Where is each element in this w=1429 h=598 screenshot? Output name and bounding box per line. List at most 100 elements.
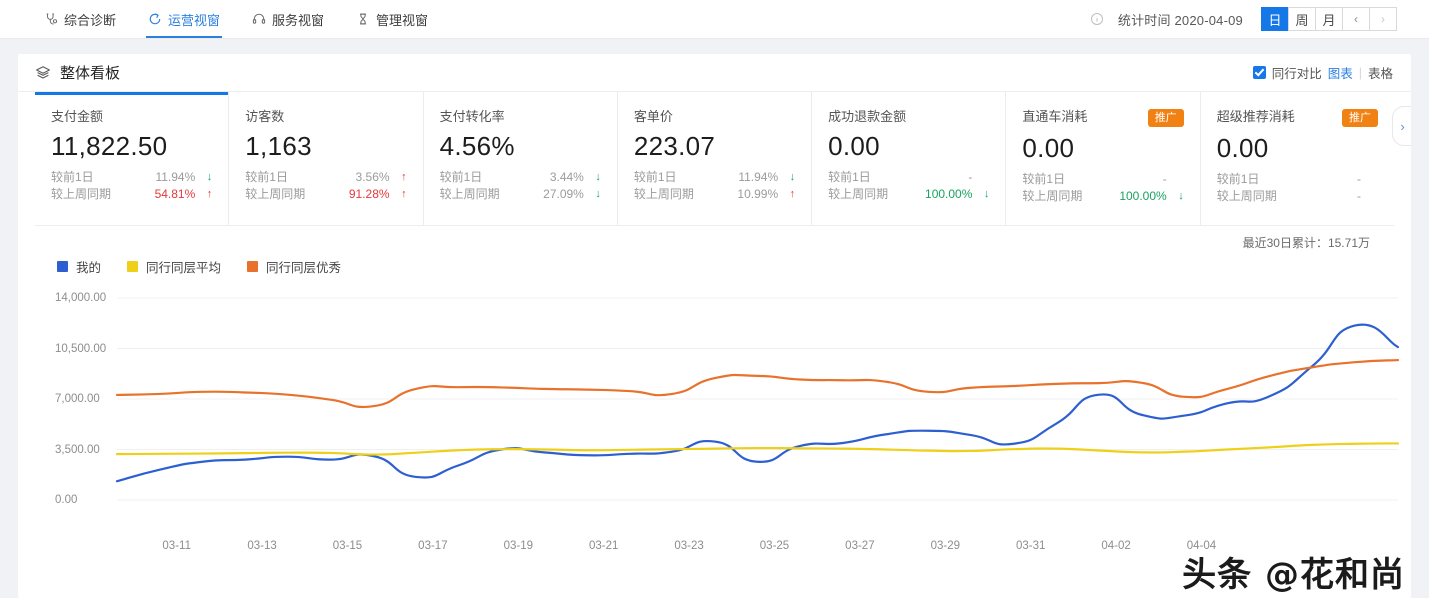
metric-comparison-rows: 较前1日 3.56% ↑ 较上周同期 91.28% ↑ — [245, 169, 406, 203]
view-toggle-table[interactable]: 表格 — [1367, 67, 1393, 81]
metric-comparison-row: 较前1日 - — [828, 169, 989, 186]
comparison-percent: 100.00% — [1119, 189, 1167, 203]
metric-comparison-row: 较前1日 11.94% ↓ — [51, 169, 212, 186]
arrow-down-icon: ↓ — [789, 171, 796, 183]
nav-tab-management-window[interactable]: 管理视窗 — [354, 0, 430, 38]
metric-card-header: 直通车消耗 推广 — [1022, 109, 1184, 127]
view-toggle-separator: | — [1358, 65, 1362, 80]
x-axis-tick-label: 03-17 — [418, 540, 448, 552]
comparison-percent: - — [1356, 189, 1361, 203]
arrow-down-icon: ↓ — [206, 171, 213, 183]
metric-card[interactable]: 直通车消耗 推广 0.00 较前1日 - 较上周同期 100.00% ↓ — [1006, 92, 1201, 225]
metrics-next-button[interactable]: › — [1392, 106, 1411, 146]
chart-section: 最近30日累计：15.71万 我的 同行同层平均 同行同层优秀 0.00 3,500.… — [18, 226, 1411, 558]
page-title: 整体看板 — [35, 62, 120, 83]
arrow-up-icon: ↑ — [789, 188, 796, 200]
metric-card[interactable]: 超级推荐消耗 推广 0.00 较前1日 - 较上周同期 - — [1201, 92, 1394, 225]
comparison-percent: 3.44% — [549, 170, 584, 184]
x-axis-tick-label: 03-25 — [759, 540, 790, 552]
metric-comparison-rows: 较前1日 - 较上周同期 100.00% ↓ — [1022, 171, 1183, 205]
metric-comparison-row: 较前1日 11.94% ↓ — [634, 169, 795, 186]
legend-item[interactable]: 同行同层平均 — [127, 257, 221, 276]
panel-header: 整体看板 同行对比 图表 | 表格 — [18, 54, 1411, 92]
comparison-percent: - — [1162, 172, 1167, 186]
nav-tab-label: 运营视窗 — [168, 12, 221, 28]
x-axis-tick-label: 03-11 — [162, 540, 191, 552]
y-axis-tick-label: 14,000.00 — [55, 292, 107, 304]
nav-tab-label: 管理视窗 — [376, 12, 429, 28]
metric-name: 直通车消耗 — [1022, 109, 1088, 124]
cumulative-label: 最近30日累计：15.71万 — [1242, 236, 1370, 250]
info-circle-icon[interactable] — [1090, 12, 1104, 26]
arrow-up-icon: ↑ — [401, 188, 407, 200]
arrow-up-icon: ↑ — [401, 171, 407, 183]
comparison-label: 较上周同期 — [439, 187, 500, 201]
nav-tab-label: 服务视窗 — [272, 12, 325, 28]
range-button-day[interactable]: 日 — [1261, 7, 1289, 31]
metric-comparison-row: 较前1日 3.56% ↑ — [245, 169, 406, 186]
nav-tab-list: 综合诊断 运营视窗 服务视窗 — [42, 0, 430, 38]
y-axis-tick-label: 7,000.00 — [55, 393, 100, 405]
x-axis-tick-label: 03-23 — [674, 540, 704, 552]
metric-card-header: 客单价 — [634, 109, 795, 125]
nav-tab-label: 综合诊断 — [64, 12, 117, 28]
metric-card[interactable]: 支付金额 11,822.50 较前1日 11.94% ↓ 较上周同期 54.81% ↑ — [35, 92, 230, 225]
comparison-label: 较上周同期 — [828, 187, 889, 201]
metric-comparison-rows: 较前1日 11.94% ↓ 较上周同期 10.99% ↑ — [634, 169, 795, 203]
legend-item[interactable]: 同行同层优秀 — [247, 257, 341, 276]
view-toggle-chart[interactable]: 图表 — [1327, 67, 1353, 81]
comparison-percent: 91.28% — [348, 187, 390, 201]
metric-comparison-rows: 较前1日 - 较上周同期 100.00% ↓ — [828, 169, 989, 203]
metric-comparison-rows: 较前1日 11.94% ↓ 较上周同期 54.81% ↑ — [51, 169, 212, 203]
date-next-button[interactable]: › — [1369, 7, 1397, 31]
metric-card[interactable]: 成功退款金额 0.00 较前1日 - 较上周同期 100.00% ↓ — [812, 92, 1007, 225]
legend-swatch-icon — [57, 261, 68, 272]
y-axis-tick-label: 3,500.00 — [55, 443, 100, 456]
nav-tab-service-window[interactable]: 服务视窗 — [250, 0, 326, 38]
peer-compare-label: 同行对比 — [1271, 67, 1322, 81]
nav-tab-comprehensive-diagnosis[interactable]: 综合诊断 — [42, 0, 118, 38]
y-axis-tick-label: 10,500.00 — [55, 342, 107, 355]
legend-item[interactable]: 我的 — [57, 257, 101, 276]
metric-value: 11,822.50 — [51, 131, 168, 161]
operations-icon — [148, 12, 162, 26]
metric-comparison-row: 较前1日 - — [1217, 171, 1378, 188]
legend-swatch-icon — [127, 261, 139, 272]
date-prev-button[interactable]: ‹ — [1342, 7, 1370, 31]
metric-name: 支付转化率 — [439, 109, 505, 124]
metric-card[interactable]: 客单价 223.07 较前1日 11.94% ↓ 较上周同期 10.99% ↑ — [618, 92, 813, 225]
metric-name: 访客数 — [245, 109, 285, 124]
metric-name: 超级推荐消耗 — [1216, 109, 1295, 124]
metric-card[interactable]: 访客数 1,163 较前1日 3.56% ↑ 较上周同期 91.28% ↑ — [229, 92, 424, 225]
panel-header-controls: 同行对比 图表 | 表格 — [1252, 63, 1393, 82]
x-axis-tick-label: 03-27 — [845, 540, 875, 552]
comparison-label: 较前1日 — [245, 170, 288, 184]
nav-right-controls: 统计时间 2020-04-09 日 周 月 ‹ › — [1090, 7, 1397, 31]
metric-comparison-row: 较前1日 - — [1022, 171, 1183, 188]
comparison-label: 较上周同期 — [1216, 189, 1277, 203]
range-button-week[interactable]: 周 — [1288, 7, 1316, 31]
chart-legend: 我的 同行同层平均 同行同层优秀 — [35, 251, 1394, 276]
comparison-percent: - — [968, 170, 973, 184]
metric-comparison-row: 较上周同期 100.00% ↓ — [828, 186, 989, 203]
comparison-percent: 10.99% — [737, 187, 779, 201]
comparison-label: 较前1日 — [633, 170, 677, 184]
range-button-month[interactable]: 月 — [1315, 7, 1343, 31]
arrow-down-icon: ↓ — [983, 188, 990, 200]
top-navigation-bar: 综合诊断 运营视窗 服务视窗 — [0, 0, 1429, 39]
metric-card-strip: 支付金额 11,822.50 较前1日 11.94% ↓ 较上周同期 54.81% ↑ 访客数 1… — [35, 92, 1394, 226]
comparison-label: 较前1日 — [439, 170, 483, 184]
x-axis-tick-label: 03-15 — [332, 540, 363, 552]
comparison-percent: 11.94% — [738, 170, 779, 184]
chart-x-axis: 03-11 03-13 03-15 03-17 03-19 03-21 03-23 03-25… — [35, 536, 1394, 558]
metric-card-header: 超级推荐消耗 推广 — [1217, 109, 1378, 127]
metric-name: 成功退款金额 — [828, 109, 907, 124]
metric-card[interactable]: 支付转化率 4.56% 较前1日 3.44% ↓ 较上周同期 27.09% ↓ — [424, 92, 618, 225]
nav-tab-operations-window[interactable]: 运营视窗 — [146, 0, 223, 38]
comparison-label: 较上周同期 — [1022, 189, 1083, 203]
peer-compare-checkbox[interactable] — [1252, 66, 1266, 79]
comparison-label: 较前1日 — [1022, 172, 1066, 186]
date-range-segmented-control: 日 周 月 ‹ › — [1261, 7, 1397, 31]
metric-value: 4.56% — [439, 131, 515, 161]
chart-plot-area: 0.00 3,500.00 7,000.00 10,500.00 14,000.00 — [35, 284, 1400, 534]
